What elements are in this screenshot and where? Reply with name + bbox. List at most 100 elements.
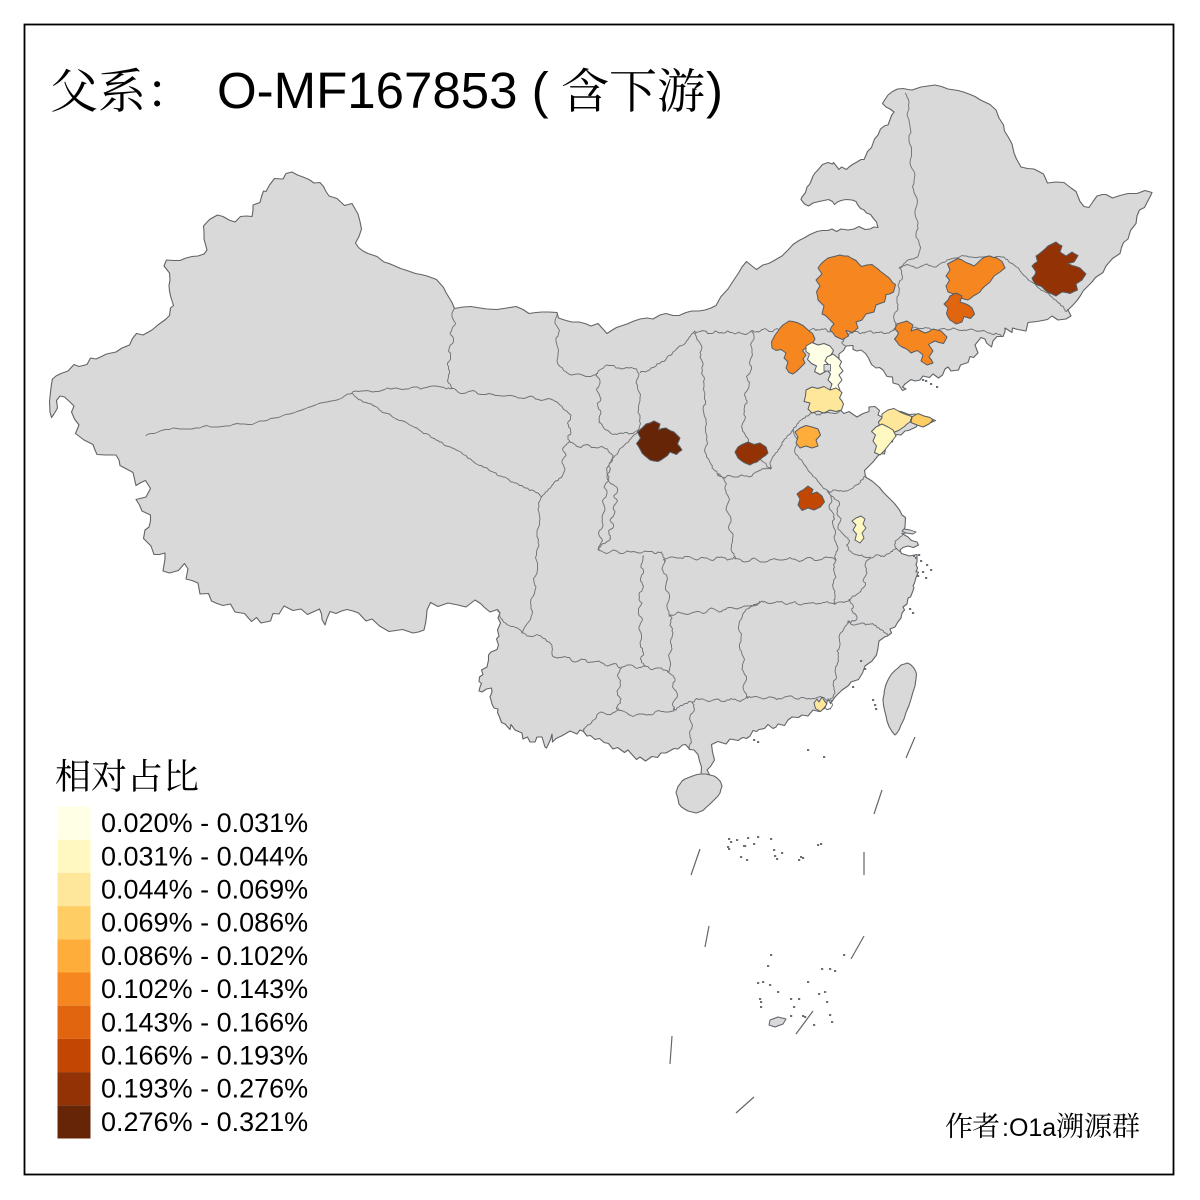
- legend-label: 0.086% - 0.102%: [101, 941, 308, 971]
- small-island-dot: [769, 984, 772, 986]
- small-island-dot: [818, 993, 821, 995]
- region-qingdao[interactable]: [871, 423, 897, 456]
- region-zhengzhou[interactable]: [796, 485, 825, 511]
- author-cjk-suffix: [1056, 1112, 1083, 1139]
- small-island-dot: [807, 749, 810, 751]
- nansha-islet: [768, 1016, 787, 1028]
- small-island-dot: [918, 554, 921, 556]
- small-island-dot: [759, 998, 762, 1000]
- plot-frame: [23, 23, 1175, 1176]
- small-island-dot: [829, 968, 832, 970]
- small-island-dot: [831, 1021, 834, 1023]
- legend-label: 0.166% - 0.193%: [101, 1041, 308, 1071]
- small-island-dot: [843, 954, 846, 956]
- region-chifeng[interactable]: [815, 254, 896, 340]
- legend-label: 0.276% - 0.321%: [101, 1107, 308, 1137]
- title-cjk-prefix: [100, 67, 142, 112]
- cjk-glyph-path: [972, 1112, 999, 1139]
- small-island-dot: [757, 741, 760, 743]
- region-songyuan[interactable]: [945, 255, 1006, 301]
- small-island-dot: [823, 756, 826, 758]
- region-cangzhou[interactable]: [803, 386, 844, 414]
- small-island-dot: [926, 564, 929, 566]
- small-island-dot: [922, 379, 925, 381]
- legend-swatch: [57, 1038, 91, 1073]
- map-title: O-MF167853 ( ): [52, 62, 723, 119]
- cjk-glyph-path: [562, 67, 608, 112]
- small-island-dot: [728, 838, 731, 840]
- small-island-dot: [760, 1001, 763, 1003]
- region-shenyang[interactable]: [894, 320, 948, 366]
- legend-title-cjk: [92, 759, 126, 792]
- legend: 0.020% - 0.031% 0.031% - 0.044% 0.044% -…: [56, 758, 308, 1139]
- region-jiamusi[interactable]: [1031, 241, 1087, 297]
- legend-title-cjk: [56, 758, 90, 792]
- legend-title-cjk: [167, 759, 198, 792]
- author-cjk-suffix: [1085, 1112, 1111, 1139]
- cjk-glyph-path: [92, 759, 126, 792]
- small-island-dot: [770, 838, 773, 840]
- small-island-dot: [777, 991, 780, 993]
- small-island-dot: [917, 575, 920, 577]
- small-island-dot: [807, 981, 810, 983]
- region-beijing[interactable]: [771, 320, 816, 375]
- cjk-glyph-path: [133, 758, 161, 792]
- cjk-glyph-path: [1085, 1112, 1111, 1139]
- small-island-dot: [774, 855, 777, 857]
- legend-swatch: [57, 1105, 91, 1139]
- author-cjk-prefix: [972, 1112, 999, 1139]
- region-yanan[interactable]: [636, 420, 683, 462]
- small-island-dot: [746, 859, 749, 861]
- small-island-dot: [875, 708, 878, 710]
- small-island-dot: [925, 577, 928, 579]
- author-cjk-prefix: [945, 1112, 973, 1139]
- small-island-dot: [802, 1015, 805, 1017]
- cjk-glyph-path: [56, 758, 90, 792]
- small-island-dot: [852, 686, 855, 688]
- small-island-dot: [776, 858, 779, 860]
- small-island-dot: [728, 848, 731, 850]
- small-island-dot: [753, 843, 756, 845]
- region-linfen[interactable]: [734, 441, 769, 466]
- small-island-dot: [834, 970, 837, 972]
- small-island-dot: [936, 386, 939, 388]
- region-suzhou-anhui[interactable]: [851, 515, 867, 544]
- small-island-dot: [781, 852, 784, 854]
- small-island-dot: [826, 1001, 829, 1003]
- small-island-dot: [744, 845, 747, 847]
- cjk-glyph-path: [154, 81, 161, 107]
- small-island-dot: [753, 739, 756, 741]
- small-island-dot: [915, 557, 918, 559]
- region-dezhou[interactable]: [794, 425, 821, 449]
- legend-label: 0.193% - 0.276%: [101, 1074, 308, 1104]
- small-island-dot: [913, 555, 916, 557]
- small-island-dot: [922, 571, 925, 573]
- small-island-dot: [930, 569, 933, 571]
- small-island-dot: [762, 981, 765, 983]
- legend-label: 0.020% - 0.031%: [101, 808, 308, 838]
- legend-label: 0.044% - 0.069%: [101, 875, 308, 905]
- small-island-dot: [829, 1014, 832, 1016]
- title-cjk-infix: [658, 67, 704, 112]
- region-changchun[interactable]: [943, 292, 975, 325]
- legend-swatch: [57, 872, 91, 907]
- title-cjk-infix: [610, 68, 656, 112]
- cjk-glyph-path: [167, 759, 198, 792]
- small-island-dot: [824, 991, 827, 993]
- legend-swatch: [57, 1005, 91, 1039]
- region-weihai[interactable]: [910, 413, 934, 428]
- small-island-dot: [909, 608, 912, 610]
- cjk-glyph-path: [658, 67, 704, 112]
- small-island-dot: [798, 998, 801, 1000]
- chongming-island: [901, 528, 917, 535]
- region-chaoshan[interactable]: [813, 696, 828, 712]
- small-island-dot: [767, 965, 770, 967]
- small-island-dot: [727, 846, 730, 848]
- cjk-glyph-path: [945, 1112, 973, 1139]
- legend-label: 0.031% - 0.044%: [101, 841, 308, 871]
- cjk-glyph-path: [100, 67, 142, 112]
- cjk-glyph-path: [52, 68, 97, 112]
- legend-swatch: [57, 939, 91, 973]
